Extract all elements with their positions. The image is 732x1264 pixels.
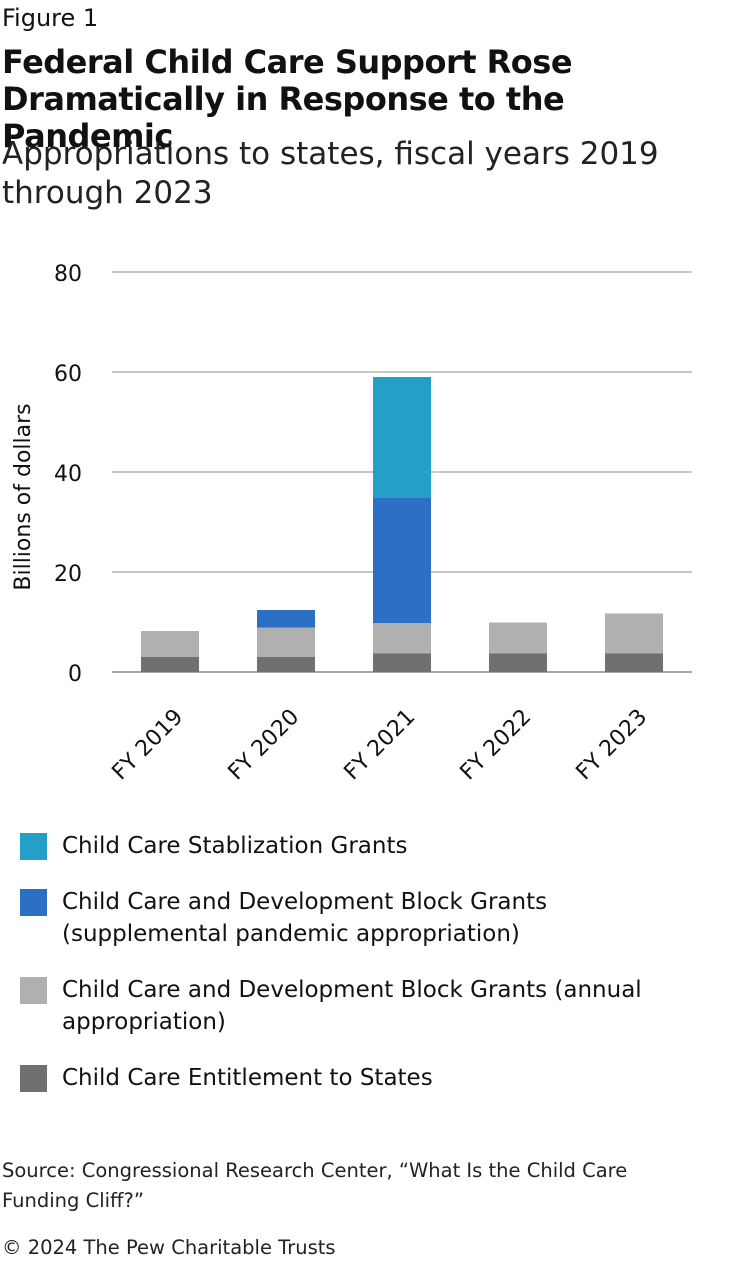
- bar-segment: [141, 657, 199, 672]
- bar-segment: [605, 653, 663, 672]
- copyright-note: © 2024 The Pew Charitable Trusts: [2, 1236, 336, 1259]
- y-tick-label: 80: [54, 262, 82, 287]
- legend-label: Child Care Entitlement to States: [62, 1065, 433, 1091]
- bar-segment: [257, 657, 315, 672]
- y-tick-label: 60: [54, 362, 82, 387]
- x-tick-label: FY 2023: [572, 705, 653, 786]
- y-tick-label: 0: [68, 662, 82, 687]
- x-tick-label: FY 2019: [108, 705, 189, 786]
- legend-label: Child Care and Development Block Grants …: [62, 977, 642, 1035]
- bar-segment: [141, 631, 199, 657]
- chart-title: Federal Child Care Support Rose Dramatic…: [2, 43, 573, 155]
- chart-subtitle: Appropriations to states, fiscal years 2…: [2, 136, 659, 211]
- x-tick-label: FY 2021: [340, 705, 421, 786]
- bar-segment: [373, 623, 431, 654]
- legend-swatch: [20, 1065, 47, 1092]
- bar-segment: [373, 377, 431, 498]
- legend-swatch: [20, 977, 47, 1004]
- source-note: Source: Congressional Research Center, “…: [2, 1159, 628, 1212]
- y-axis-label: Billions of dollars: [11, 403, 36, 590]
- x-tick-label: FY 2020: [224, 705, 305, 786]
- x-tick-label: FY 2022: [456, 705, 537, 786]
- bar-segment: [489, 622, 547, 654]
- y-tick-label: 40: [54, 462, 82, 487]
- legend-swatch: [20, 833, 47, 860]
- bar-segment: [605, 613, 663, 654]
- y-tick-label: 20: [54, 562, 82, 587]
- stacked-bar-chart: 0 20 40 60 80 Billions of dollars FY 2019 FY 20…: [11, 262, 692, 786]
- bar-segment: [373, 653, 431, 672]
- legend-label: Child Care Stablization Grants: [62, 833, 408, 859]
- bar-segment: [257, 627, 315, 657]
- legend-swatch: [20, 889, 47, 916]
- bar-segment: [373, 498, 431, 623]
- legend-label: Child Care and Development Block Grants …: [62, 889, 548, 947]
- bar-segment: [257, 610, 315, 628]
- bar-segment: [489, 653, 547, 672]
- figure-label: Figure 1: [2, 4, 99, 32]
